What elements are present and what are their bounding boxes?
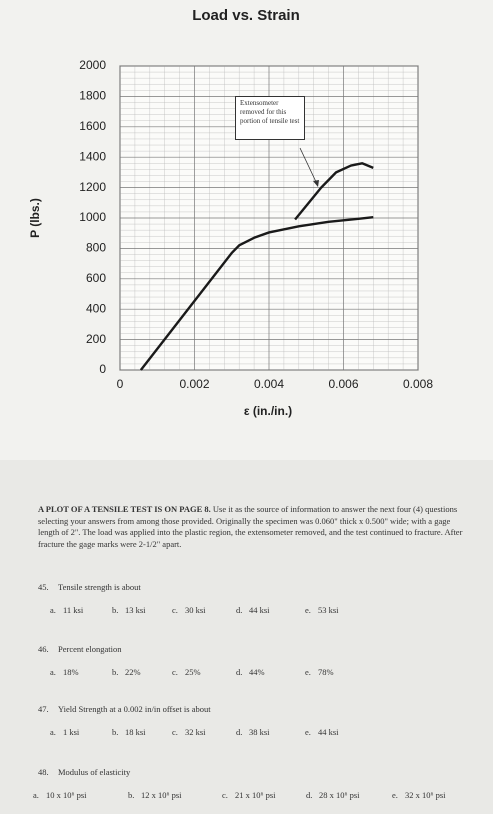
y-tick-label: 1000: [79, 210, 106, 224]
option-text: 12 x 10⁶ psi: [141, 790, 182, 800]
option-letter: b.: [128, 790, 135, 800]
option-letter: b.: [112, 727, 119, 737]
option-text: 18 ksi: [125, 727, 146, 737]
option-letter: a.: [50, 667, 56, 677]
chart-title: Load vs. Strain: [192, 7, 300, 24]
y-tick-label: 600: [86, 271, 106, 285]
option-letter: c.: [172, 667, 178, 677]
option-letter: c.: [172, 605, 178, 615]
option-text: 21 x 10⁶ psi: [235, 790, 276, 800]
option-letter: e.: [305, 605, 311, 615]
data-line: [294, 162, 374, 221]
question-number: 47.: [38, 704, 49, 714]
option-text: 25%: [185, 667, 201, 677]
arrow-head: [313, 180, 319, 187]
option-letter: d.: [236, 605, 243, 615]
option-letter: a.: [33, 790, 39, 800]
question-number: 45.: [38, 582, 49, 592]
y-axis-label: P (lbs.): [28, 198, 42, 238]
question-text: Tensile strength is about: [58, 582, 141, 592]
y-tick-label: 400: [86, 301, 106, 315]
option-text: 10 x 10⁶ psi: [46, 790, 87, 800]
option-letter: a.: [50, 727, 56, 737]
option-letter: b.: [112, 667, 119, 677]
option-letter: e.: [305, 667, 311, 677]
option-text: 78%: [318, 667, 334, 677]
option-text: 13 ksi: [125, 605, 146, 615]
y-tick-label: 0: [99, 362, 106, 376]
x-axis-label: ε (in./in.): [244, 404, 292, 418]
option-text: 53 ksi: [318, 605, 339, 615]
y-tick-label: 1800: [79, 89, 106, 103]
option-text: 44%: [249, 667, 265, 677]
data-line: [139, 216, 374, 371]
intro-lead: A PLOT OF A TENSILE TEST IS ON PAGE 8.: [38, 504, 211, 514]
option-text: 11 ksi: [63, 605, 84, 615]
option-letter: e.: [305, 727, 311, 737]
option-text: 44 ksi: [318, 727, 339, 737]
chart: Load vs. Strain P (lbs.) ε (in./in.) 0 20…: [28, 6, 434, 419]
option-letter: d.: [236, 727, 243, 737]
option-text: 22%: [125, 667, 141, 677]
y-tick-label: 800: [86, 241, 106, 255]
y-tick-label: 2000: [79, 58, 106, 72]
intro-text: Use it as the source of information to a…: [38, 504, 463, 549]
option-text: 32 ksi: [185, 727, 206, 737]
annotation-box: Extensometer removed for this portion of…: [235, 96, 305, 140]
x-tick-label: 0.006: [328, 377, 358, 391]
y-tick-label: 200: [86, 332, 106, 346]
option-letter: c.: [172, 727, 178, 737]
x-tick-label: 0.004: [254, 377, 284, 391]
y-tick-label: 1400: [79, 149, 106, 163]
option-text: 1 ksi: [63, 727, 80, 737]
intro: A PLOT OF A TENSILE TEST IS ON PAGE 8. U…: [38, 504, 463, 550]
option-text: 38 ksi: [249, 727, 270, 737]
x-tick-label: 0: [117, 377, 124, 391]
x-tick-label: 0.008: [403, 377, 433, 391]
question-text: Modulus of elasticity: [58, 767, 131, 777]
option-text: 32 x 10⁶ psi: [405, 790, 446, 800]
option-letter: d.: [306, 790, 313, 800]
option-text: 18%: [63, 667, 79, 677]
annotation-arrow: [299, 147, 318, 185]
y-tick-label: 1600: [79, 119, 106, 133]
option-letter: d.: [236, 667, 243, 677]
option-letter: a.: [50, 605, 56, 615]
x-tick-label: 0.002: [179, 377, 209, 391]
option-text: 30 ksi: [185, 605, 206, 615]
option-text: 28 x 10⁶ psi: [319, 790, 360, 800]
option-letter: c.: [222, 790, 228, 800]
option-text: 44 ksi: [249, 605, 270, 615]
option-letter: e.: [392, 790, 398, 800]
y-tick-label: 1200: [79, 180, 106, 194]
annotation: Extensometer removed for this portion of…: [235, 96, 305, 140]
question-text: Percent elongation: [58, 644, 122, 654]
question-number: 46.: [38, 644, 49, 654]
question-text: Yield Strength at a 0.002 in/in offset i…: [58, 704, 211, 714]
option-letter: b.: [112, 605, 119, 615]
question-number: 48.: [38, 767, 49, 777]
